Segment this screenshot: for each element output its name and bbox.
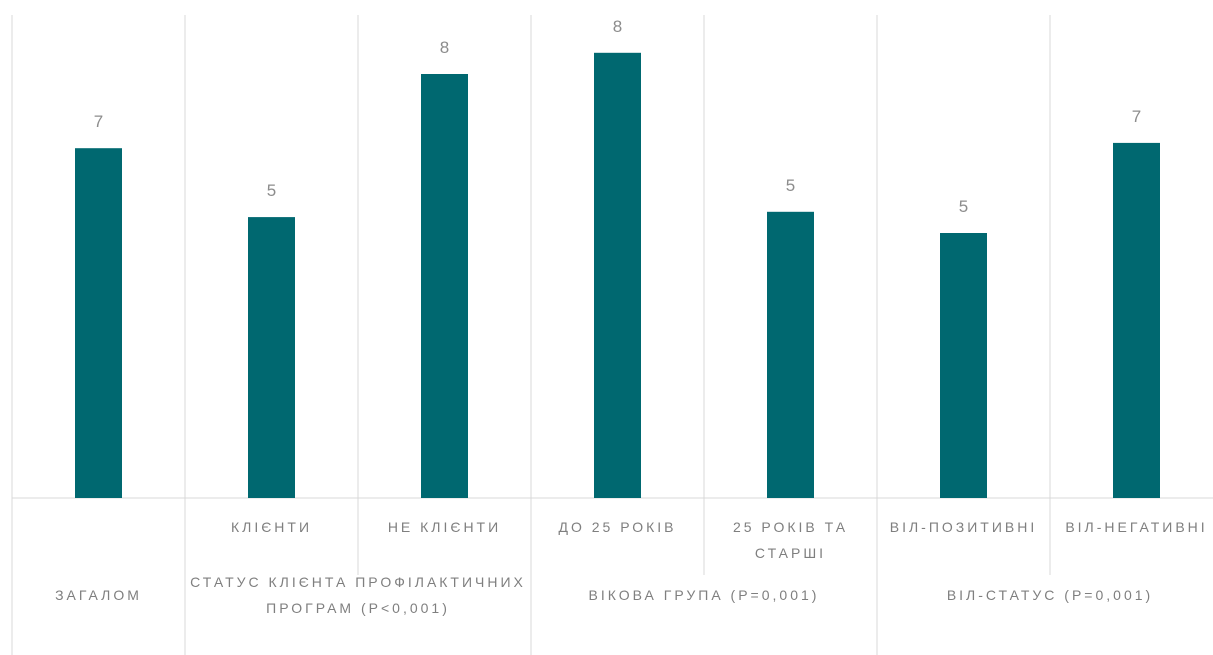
bar bbox=[767, 211, 814, 499]
bar bbox=[940, 233, 987, 498]
x-tick-label: ДО 25 РОКІВ bbox=[558, 519, 677, 535]
bar bbox=[421, 74, 468, 498]
group-label: СТАТУС КЛІЄНТА ПРОФІЛАКТИЧНИХ ПРОГРАМ (P… bbox=[190, 574, 526, 616]
x-tick-label: 25 РОКІВ ТА СТАРШІ bbox=[732, 519, 849, 561]
x-tick-label: ВІЛ-ПОЗИТИВНІ bbox=[889, 519, 1038, 535]
data-label: 8 bbox=[612, 16, 623, 36]
group-label: ВІЛ-СТАТУС (P=0,001) bbox=[946, 587, 1154, 603]
group-label: ЗАГАЛОМ bbox=[55, 587, 142, 603]
x-tick-label: НЕ КЛІЄНТИ bbox=[387, 519, 502, 535]
bar bbox=[248, 217, 295, 498]
data-label: 7 bbox=[1131, 106, 1142, 126]
group-label: ВІКОВА ГРУПА (P=0,001) bbox=[588, 587, 820, 603]
data-label: 5 bbox=[266, 181, 277, 201]
data-label: 5 bbox=[785, 175, 796, 195]
bar bbox=[594, 52, 641, 499]
bar bbox=[1113, 142, 1160, 498]
x-tick-label: ВІЛ-НЕГАТИВНІ bbox=[1065, 519, 1208, 535]
x-tick-label: КЛІЄНТИ bbox=[230, 519, 313, 535]
data-label: 5 bbox=[958, 197, 969, 216]
bar bbox=[75, 148, 122, 498]
data-label: 8 bbox=[439, 38, 450, 57]
data-label: 7 bbox=[93, 112, 104, 132]
